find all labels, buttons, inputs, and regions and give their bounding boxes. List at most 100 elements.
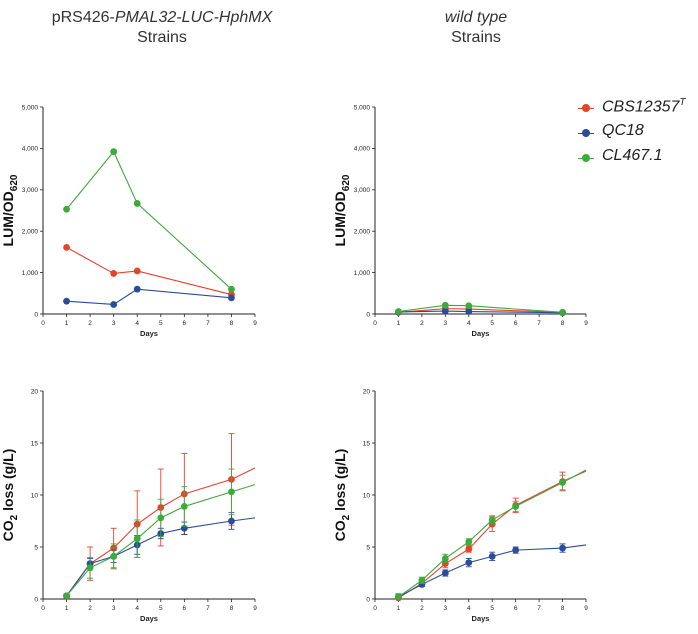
- y-tick-label-5: 5: [366, 544, 370, 551]
- series-cl467-1: [63, 148, 235, 293]
- x-tick-label-9: 9: [584, 320, 588, 327]
- x-tick-label-5: 5: [490, 605, 494, 612]
- y-tick-label-10: 10: [363, 492, 371, 499]
- series-line-cl467-1: [398, 304, 563, 313]
- left-title-strains: Strains: [137, 29, 187, 46]
- data-point-qc18-day-4: [465, 559, 473, 566]
- data-point-qc18-day-3: [110, 301, 118, 308]
- data-point-qc18-day-3: [441, 569, 449, 577]
- x-tick-label-6: 6: [514, 605, 518, 612]
- y-tick-label-1-000: 1,000: [354, 270, 371, 277]
- data-point-cl467-1-day-3: [441, 301, 449, 309]
- x-tick-label-2: 2: [420, 605, 424, 612]
- data-point-cbs12357t-day-4: [465, 545, 473, 553]
- y-tick-label-20: 20: [363, 388, 371, 395]
- y-axis-label: LUM/OD620: [332, 174, 352, 246]
- x-tick-label-7: 7: [537, 320, 541, 327]
- x-tick-label-8: 8: [230, 605, 234, 612]
- y-tick-label-0: 0: [34, 311, 38, 318]
- x-tick-label-5: 5: [490, 320, 494, 327]
- y-axis-label-subscript: 620: [341, 174, 352, 191]
- x-tick-label-6: 6: [514, 320, 518, 327]
- data-point-cl467-1-day-4: [465, 302, 473, 310]
- x-tick-label-4: 4: [135, 320, 139, 327]
- x-tick-label-2: 2: [88, 605, 92, 612]
- data-point-cbs12357t-day-1: [63, 243, 70, 251]
- x-tick-label-0: 0: [41, 605, 45, 612]
- data-point-cl467-1-day-1: [63, 205, 70, 213]
- data-point-qc18-day-8: [228, 517, 235, 525]
- x-tick-label-1: 1: [65, 605, 69, 612]
- data-point-cbs12357t-day-3: [441, 560, 449, 568]
- data-point-cl467-1-day-6: [512, 503, 520, 510]
- x-tick-label-4: 4: [467, 320, 471, 327]
- data-point-qc18-day-1: [63, 297, 70, 305]
- y-tick-label-4-000: 4,000: [354, 146, 371, 153]
- series-line-qc18: [66, 517, 256, 597]
- x-tick-label-5: 5: [159, 605, 163, 612]
- x-tick-label-2: 2: [88, 320, 92, 327]
- data-point-cl467-1-day-2: [418, 576, 426, 584]
- y-axis-label-main: CO: [332, 520, 348, 541]
- legend-marker-blue: [582, 129, 590, 137]
- legend-label-qc18: QC18: [602, 122, 644, 139]
- y-tick-label-4-000: 4,000: [22, 146, 39, 153]
- series-line-qc18: [66, 288, 232, 306]
- y-tick-label-10: 10: [31, 492, 39, 499]
- data-point-cl467-1-day-3: [110, 552, 118, 560]
- legend-marker-red: [582, 104, 590, 112]
- data-point-cl467-1-day-4: [133, 535, 141, 543]
- x-tick-label-7: 7: [537, 605, 541, 612]
- x-axis-label: Days: [140, 614, 158, 623]
- x-tick-label-1: 1: [397, 320, 401, 327]
- right-column-title: wild type Strains: [376, 8, 576, 48]
- y-tick-label-3-000: 3,000: [354, 187, 371, 194]
- x-tick-label-9: 9: [584, 605, 588, 612]
- data-point-cl467-1-day-4: [133, 200, 141, 207]
- x-tick-label-3: 3: [112, 605, 116, 612]
- y-tick-label-15: 15: [363, 440, 371, 447]
- series-line-cbs12357t: [66, 467, 256, 597]
- series-qc18: [63, 285, 235, 308]
- series-line-cbs12357t: [398, 308, 563, 313]
- data-point-qc18-day-8: [559, 544, 566, 552]
- series-line-cl467-1: [66, 150, 232, 290]
- data-point-cl467-1-day-3: [441, 555, 449, 562]
- data-point-qc18-day-8: [228, 294, 235, 302]
- x-tick-label-4: 4: [135, 605, 139, 612]
- y-axis-label-subscript: 2: [9, 514, 20, 520]
- x-tick-label-0: 0: [41, 320, 45, 327]
- data-point-qc18-day-5: [488, 552, 496, 560]
- data-point-cbs12357t-day-4: [133, 267, 141, 275]
- x-tick-label-7: 7: [206, 605, 210, 612]
- series-line-qc18: [398, 310, 563, 314]
- data-point-cl467-1-day-1: [395, 308, 402, 315]
- data-point-cl467-1-day-8: [559, 308, 566, 316]
- x-tick-label-4: 4: [467, 605, 471, 612]
- x-tick-label-0: 0: [373, 320, 377, 327]
- left-title-plain: pRS426-: [51, 9, 115, 26]
- series-line-cbs12357t: [66, 246, 232, 296]
- data-point-cl467-1-day-1: [395, 593, 402, 601]
- data-point-cbs12357t-day-3: [110, 270, 118, 277]
- y-axis-label: CO2 loss (g/L): [0, 449, 20, 542]
- y-axis-label-main: CO: [0, 520, 16, 541]
- data-point-qc18-day-4: [133, 285, 141, 293]
- y-tick-label-0: 0: [366, 596, 370, 603]
- legend-label-cbs12357: CBS12357: [602, 98, 680, 116]
- series-qc18: [63, 512, 256, 600]
- x-axis-label: Days: [472, 329, 490, 338]
- data-point-cl467-1-day-5: [488, 516, 496, 524]
- y-tick-label-2-000: 2,000: [22, 229, 39, 236]
- series-cl467-1: [395, 301, 566, 316]
- chart-lum-left: 0 1,000 2,000 3,000 4,000 5,000 0 1 2 3 4 5 6 7 8 9 Days…: [0, 104, 257, 338]
- data-point-qc18-day-4: [465, 308, 473, 315]
- data-point-cl467-1-day-8: [559, 479, 566, 486]
- x-tick-label-1: 1: [65, 320, 69, 327]
- y-axis-label-main: LUM/OD: [332, 191, 348, 246]
- x-tick-label-6: 6: [183, 605, 187, 612]
- x-tick-label-3: 3: [444, 320, 448, 327]
